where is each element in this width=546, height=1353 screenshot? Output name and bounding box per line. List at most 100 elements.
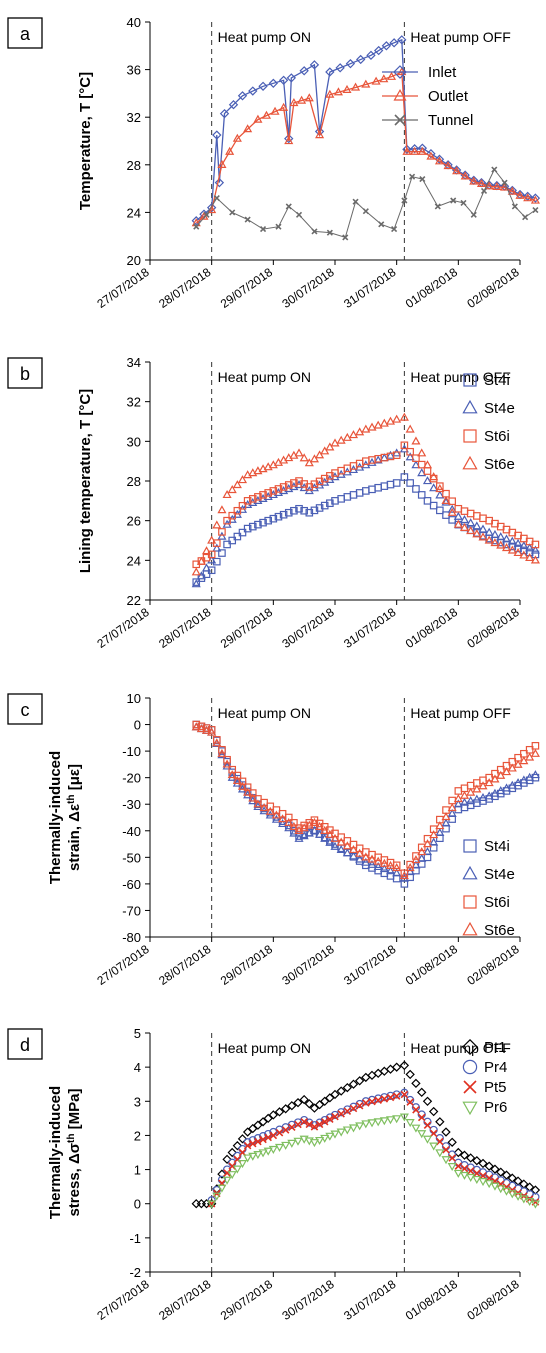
data-point: [513, 547, 523, 557]
data-point: [295, 504, 303, 513]
data-point: [373, 455, 383, 464]
y-tick-label: -80: [122, 930, 141, 945]
data-point: [233, 532, 242, 541]
y-tick-label: -1: [129, 1231, 141, 1246]
data-point: [285, 203, 292, 210]
data-point: [472, 794, 482, 803]
data-point: [293, 1137, 303, 1146]
data-point: [410, 146, 420, 155]
y-tick-label: 32: [127, 110, 141, 125]
data-point: [212, 1192, 222, 1201]
data-point: [519, 1195, 529, 1204]
panel-a-label: a: [20, 24, 31, 44]
data-point: [355, 854, 365, 863]
data-point: [513, 538, 523, 547]
data-point: [294, 448, 304, 457]
data-point: [315, 821, 325, 830]
data-point: [259, 491, 267, 499]
data-point: [248, 522, 257, 531]
panel-c: c -80 -70 -60 -50 -40 -30 -20 -10 0 10 27/07/2018 28…: [7, 691, 540, 988]
data-point: [281, 1141, 291, 1150]
data-point: [441, 497, 451, 506]
data-point: [304, 93, 314, 102]
data-point: [368, 485, 376, 494]
data-point: [405, 452, 415, 461]
data-point: [479, 514, 487, 523]
x-tick-label: 28/07/2018: [156, 942, 213, 988]
data-point: [401, 197, 408, 204]
data-point: [335, 63, 345, 73]
data-point: [436, 1137, 444, 1146]
data-point: [249, 1139, 257, 1148]
data-point: [435, 821, 445, 830]
data-point: [203, 211, 210, 218]
data-point: [392, 868, 402, 877]
data-point: [478, 1178, 488, 1187]
data-point: [426, 149, 436, 159]
data-point: [501, 534, 512, 543]
data-point: [386, 480, 395, 489]
data-point: [530, 1200, 540, 1209]
data-point: [243, 787, 253, 796]
data-point: [452, 166, 462, 175]
data-point: [409, 144, 420, 154]
data-point: [243, 124, 253, 133]
data-point: [223, 755, 231, 764]
data-point: [320, 833, 330, 842]
data-point: [417, 1113, 426, 1122]
data-point: [274, 512, 283, 521]
data-point: [448, 796, 456, 805]
data-point: [399, 412, 409, 421]
y-tick-label: 28: [127, 158, 141, 173]
data-point: [201, 725, 212, 734]
data-point: [325, 1093, 335, 1103]
data-point: [337, 495, 345, 503]
data-point: [379, 864, 389, 873]
data-point: [453, 1147, 464, 1158]
data-point: [361, 1120, 371, 1129]
data-point: [405, 863, 415, 872]
x-tick-label: 02/08/2018: [464, 605, 521, 651]
x-tick-label: 28/07/2018: [156, 1277, 213, 1323]
x-tick-label: 27/07/2018: [94, 605, 151, 651]
data-point: [284, 817, 294, 826]
data-point: [411, 855, 421, 864]
data-point: [448, 516, 456, 524]
legend-label: St6e: [484, 922, 515, 939]
data-point: [406, 1095, 415, 1105]
data-point: [386, 71, 397, 80]
data-point: [385, 1116, 396, 1125]
data-point: [269, 514, 278, 523]
data-point: [460, 507, 469, 515]
data-point: [253, 114, 263, 123]
data-point: [484, 1161, 494, 1171]
data-point: [385, 416, 396, 425]
y-tick-label: 3: [134, 1094, 141, 1109]
data-point: [228, 1162, 236, 1170]
data-point: [228, 536, 237, 545]
data-point: [284, 133, 294, 144]
data-point: [374, 1096, 382, 1105]
series-st6e: [191, 722, 540, 880]
data-point: [342, 1082, 353, 1093]
legend-label: St6i: [484, 428, 510, 445]
data-point: [228, 100, 239, 110]
data-point: [409, 173, 416, 180]
x-tick-label: 02/08/2018: [464, 265, 521, 311]
data-point: [320, 1118, 329, 1126]
y-axis-title-line2: strain, Δεth [με]: [66, 764, 84, 871]
x-tick-label: 28/07/2018: [156, 265, 213, 311]
data-point: [371, 76, 381, 85]
heat-pump-off-label: Heat pump OFF: [410, 1040, 510, 1056]
y-tick-label: 34: [127, 355, 141, 370]
data-point: [501, 543, 512, 552]
data-point: [429, 1129, 438, 1138]
data-point: [411, 460, 421, 469]
data-point: [434, 203, 441, 210]
data-point: [507, 536, 517, 545]
data-point: [411, 1124, 421, 1133]
panel-a-label-box: [7, 17, 43, 49]
data-point: [325, 837, 335, 846]
y-tick-label: 24: [127, 205, 141, 220]
data-point: [470, 211, 477, 218]
